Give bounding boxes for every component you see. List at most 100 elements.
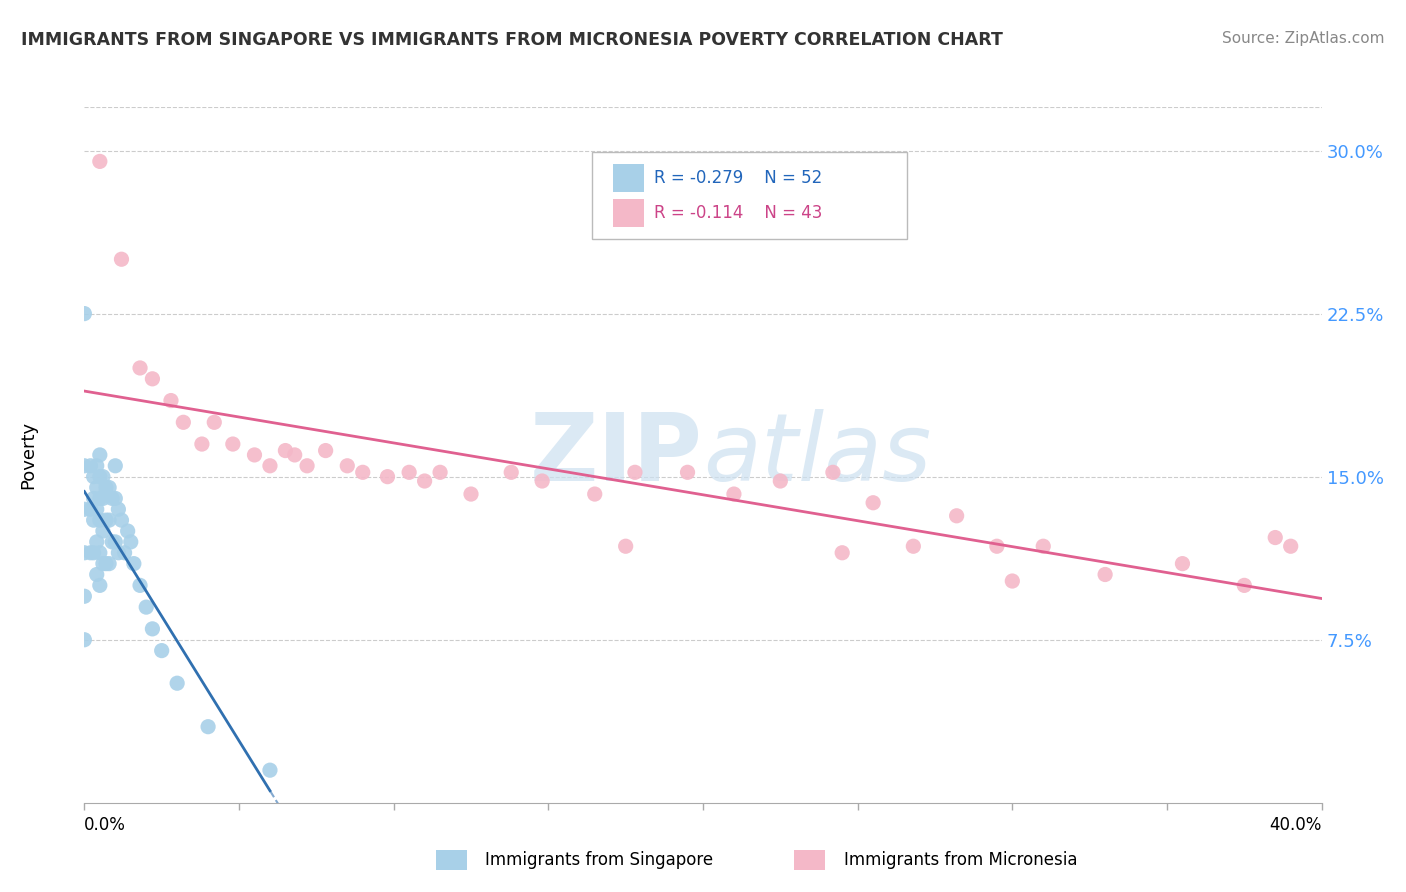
Point [172, 415, 194, 429]
Text: 0.0%: 0.0% [84, 816, 127, 834]
Point [135, 600, 157, 615]
Point [91, 491, 114, 506]
Point [614, 539, 637, 553]
Point [89, 491, 111, 506]
Point [86, 502, 108, 516]
Point [91, 557, 114, 571]
Point [91, 469, 114, 483]
Point [89, 546, 111, 560]
Point [398, 466, 420, 480]
Text: Source: ZipAtlas.com: Source: ZipAtlas.com [1222, 31, 1385, 46]
Point [104, 535, 127, 549]
Point [73, 546, 96, 560]
Point [295, 458, 318, 473]
Point [141, 372, 163, 386]
Text: IMMIGRANTS FROM SINGAPORE VS IMMIGRANTS FROM MICRONESIA POVERTY CORRELATION CHAR: IMMIGRANTS FROM SINGAPORE VS IMMIGRANTS … [21, 31, 1002, 49]
Point [89, 513, 111, 527]
Point [98, 557, 121, 571]
Point [86, 458, 108, 473]
Point [94, 481, 117, 495]
Point [129, 578, 152, 592]
Point [583, 487, 606, 501]
Point [274, 443, 297, 458]
Text: 40.0%: 40.0% [1270, 816, 1322, 834]
Point [336, 458, 359, 473]
Point [903, 539, 925, 553]
Point [986, 539, 1008, 553]
Point [73, 502, 96, 516]
Point [197, 720, 219, 734]
Text: Immigrants from Micronesia: Immigrants from Micronesia [844, 851, 1077, 869]
Text: R = -0.114    N = 43: R = -0.114 N = 43 [654, 204, 823, 222]
Text: atlas: atlas [703, 409, 931, 500]
Point [117, 524, 139, 538]
Point [1032, 539, 1054, 553]
Point [413, 474, 436, 488]
FancyBboxPatch shape [613, 164, 644, 192]
Point [1233, 578, 1256, 592]
Text: Immigrants from Singapore: Immigrants from Singapore [485, 851, 713, 869]
Point [86, 535, 108, 549]
Point [73, 307, 96, 321]
Point [89, 578, 111, 592]
Text: Poverty: Poverty [20, 421, 38, 489]
Point [259, 763, 281, 777]
Point [377, 469, 399, 483]
Point [94, 557, 117, 571]
Point [110, 252, 132, 267]
Point [101, 535, 124, 549]
Point [150, 643, 173, 657]
Point [821, 466, 844, 480]
Point [83, 546, 105, 560]
Point [769, 474, 792, 488]
Point [107, 546, 129, 560]
Point [86, 481, 108, 495]
Text: R = -0.279    N = 52: R = -0.279 N = 52 [654, 169, 821, 187]
Point [104, 458, 127, 473]
Point [243, 448, 266, 462]
Point [107, 502, 129, 516]
Point [831, 546, 853, 560]
Point [86, 567, 108, 582]
Point [79, 458, 101, 473]
Point [676, 466, 699, 480]
Point [89, 448, 111, 462]
Point [315, 443, 337, 458]
FancyBboxPatch shape [592, 153, 907, 239]
Point [98, 513, 121, 527]
Point [160, 393, 183, 408]
Point [83, 469, 105, 483]
Point [79, 502, 101, 516]
Point [1171, 557, 1194, 571]
Point [83, 491, 105, 506]
Point [73, 632, 96, 647]
Point [1001, 574, 1024, 588]
Point [624, 466, 647, 480]
Point [501, 466, 523, 480]
Point [141, 622, 163, 636]
Point [89, 154, 111, 169]
Point [98, 481, 121, 495]
Point [73, 458, 96, 473]
Point [91, 524, 114, 538]
Point [1279, 539, 1302, 553]
Point [1094, 567, 1116, 582]
Point [120, 535, 142, 549]
Point [110, 513, 132, 527]
Point [101, 491, 124, 506]
Point [945, 508, 967, 523]
Point [166, 676, 188, 690]
Point [259, 458, 281, 473]
Point [460, 487, 482, 501]
Point [83, 513, 105, 527]
Point [104, 491, 127, 506]
Point [114, 546, 136, 560]
Text: ZIP: ZIP [530, 409, 703, 501]
Point [202, 415, 225, 429]
Point [723, 487, 745, 501]
Point [222, 437, 245, 451]
Point [191, 437, 214, 451]
Point [129, 360, 152, 375]
FancyBboxPatch shape [613, 200, 644, 227]
Point [352, 466, 374, 480]
